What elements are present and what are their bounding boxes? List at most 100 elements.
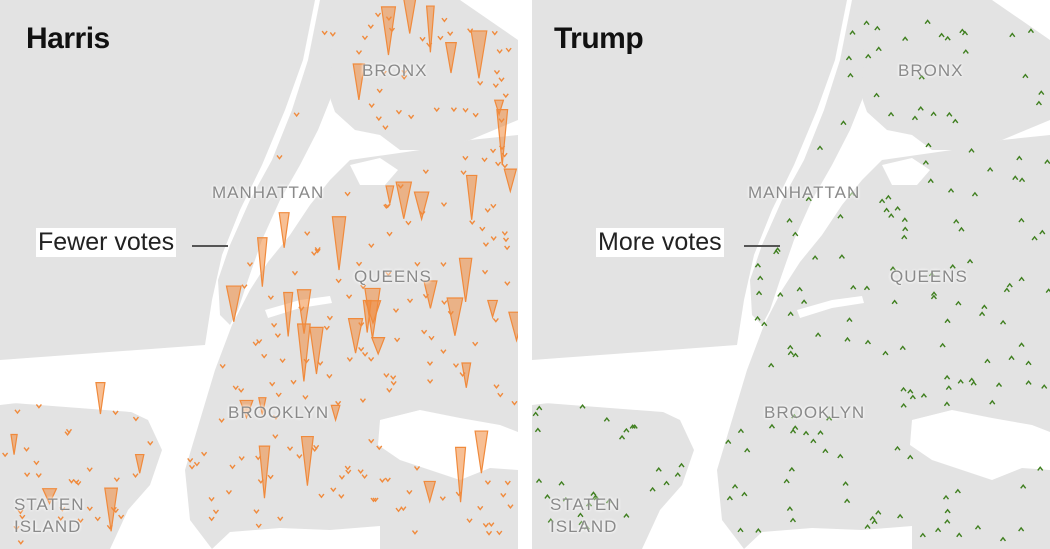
vote-spike: [1041, 384, 1048, 389]
vote-spike: [132, 473, 139, 478]
water-coney-inlet: [744, 526, 912, 549]
vote-spike: [286, 446, 294, 452]
vote-spike: [364, 287, 381, 339]
vote-spike: [426, 361, 434, 367]
vote-spike: [911, 115, 918, 121]
vote-spike: [421, 329, 428, 335]
vote-spike: [106, 524, 113, 530]
vote-spike-layer: [532, 19, 1050, 542]
vote-spike: [787, 350, 794, 356]
vote-spike: [583, 524, 590, 530]
vote-spike: [403, 0, 417, 34]
vote-spike: [786, 217, 793, 223]
annotation-more-votes: More votes: [596, 228, 724, 257]
vote-spike: [338, 475, 345, 480]
vote-spike: [874, 25, 881, 31]
vote-spike: [359, 398, 366, 403]
vote-spike: [383, 373, 390, 378]
vote-spike: [979, 311, 986, 317]
vote-spike: [917, 106, 924, 111]
vote-spike: [474, 430, 489, 474]
vote-spike: [326, 315, 333, 321]
vote-spike: [837, 453, 844, 459]
vote-spike: [909, 394, 916, 400]
vote-spike: [961, 30, 969, 36]
vote-spike: [768, 362, 775, 368]
vote-spike: [291, 270, 299, 276]
vote-spike: [768, 423, 776, 429]
vote-spike: [496, 530, 503, 536]
land-manhattan: [218, 0, 332, 325]
vote-spike: [390, 380, 397, 386]
vote-spike: [390, 375, 397, 380]
vote-spike: [368, 438, 375, 444]
vote-spike: [863, 285, 871, 291]
vote-spike: [375, 116, 382, 122]
vote-spike: [302, 395, 309, 400]
vote-spike: [441, 300, 448, 305]
vote-spike: [981, 304, 988, 310]
vote-spike: [335, 400, 342, 406]
vote-spike: [437, 35, 444, 41]
vote-spike: [957, 379, 964, 384]
vote-spike: [577, 512, 584, 518]
vote-spike: [756, 290, 763, 296]
vote-spike: [386, 231, 393, 237]
vote-spike: [942, 494, 950, 500]
vote-spike: [907, 388, 914, 394]
vote-spike: [326, 374, 333, 379]
vote-spike: [674, 472, 681, 477]
vote-spike: [466, 518, 473, 524]
vote-spike: [454, 446, 467, 503]
vote-spike: [1037, 466, 1044, 471]
panel-title: Harris: [26, 22, 110, 55]
vote-spike: [995, 382, 1003, 388]
vote-spike: [309, 326, 324, 375]
vote-spike: [86, 467, 93, 473]
vote-spike: [452, 363, 460, 368]
vote-spike: [741, 491, 748, 497]
vote-spike: [955, 300, 962, 306]
nyc-land-map: [0, 0, 518, 549]
vote-spike: [879, 198, 886, 204]
vote-spike: [1044, 159, 1050, 164]
vote-spike: [1039, 229, 1046, 235]
vote-spike: [888, 213, 895, 218]
vote-spike: [188, 464, 196, 470]
vote-spike: [579, 404, 586, 409]
vote-spike: [347, 318, 364, 354]
vote-spike: [1027, 28, 1034, 34]
borough-label-bronx: BRONX: [362, 61, 428, 80]
vote-spike: [379, 478, 386, 484]
vote-spike: [1020, 484, 1027, 489]
vote-spike: [388, 27, 396, 33]
vote-spike: [462, 108, 469, 113]
vote-spike: [1016, 155, 1023, 161]
vote-spike: [840, 120, 847, 126]
vote-spike: [413, 466, 421, 471]
vote-spike: [810, 438, 817, 444]
vote-spike: [419, 36, 426, 42]
vote-spike: [544, 494, 551, 499]
vote-spike: [267, 474, 274, 480]
vote-spike: [954, 488, 961, 494]
vote-spike: [755, 528, 762, 533]
vote-spike: [357, 469, 364, 474]
vote-spike: [939, 342, 946, 348]
vote-spike: [225, 285, 242, 322]
vote-spike: [423, 480, 437, 504]
vote-spike: [225, 490, 232, 495]
vote-spike: [385, 271, 392, 277]
vote-spike: [944, 374, 951, 380]
vote-spike: [754, 315, 761, 321]
vote-spike: [304, 231, 311, 237]
vote-spike: [944, 508, 951, 514]
vote-spike: [372, 497, 379, 503]
vote-spike: [380, 70, 387, 76]
vote-spike: [35, 403, 42, 409]
vote-spike: [413, 191, 430, 222]
vote-spike: [484, 480, 491, 486]
vote-spike: [344, 191, 351, 197]
vote-spike: [919, 532, 926, 538]
vote-spike: [414, 261, 421, 267]
